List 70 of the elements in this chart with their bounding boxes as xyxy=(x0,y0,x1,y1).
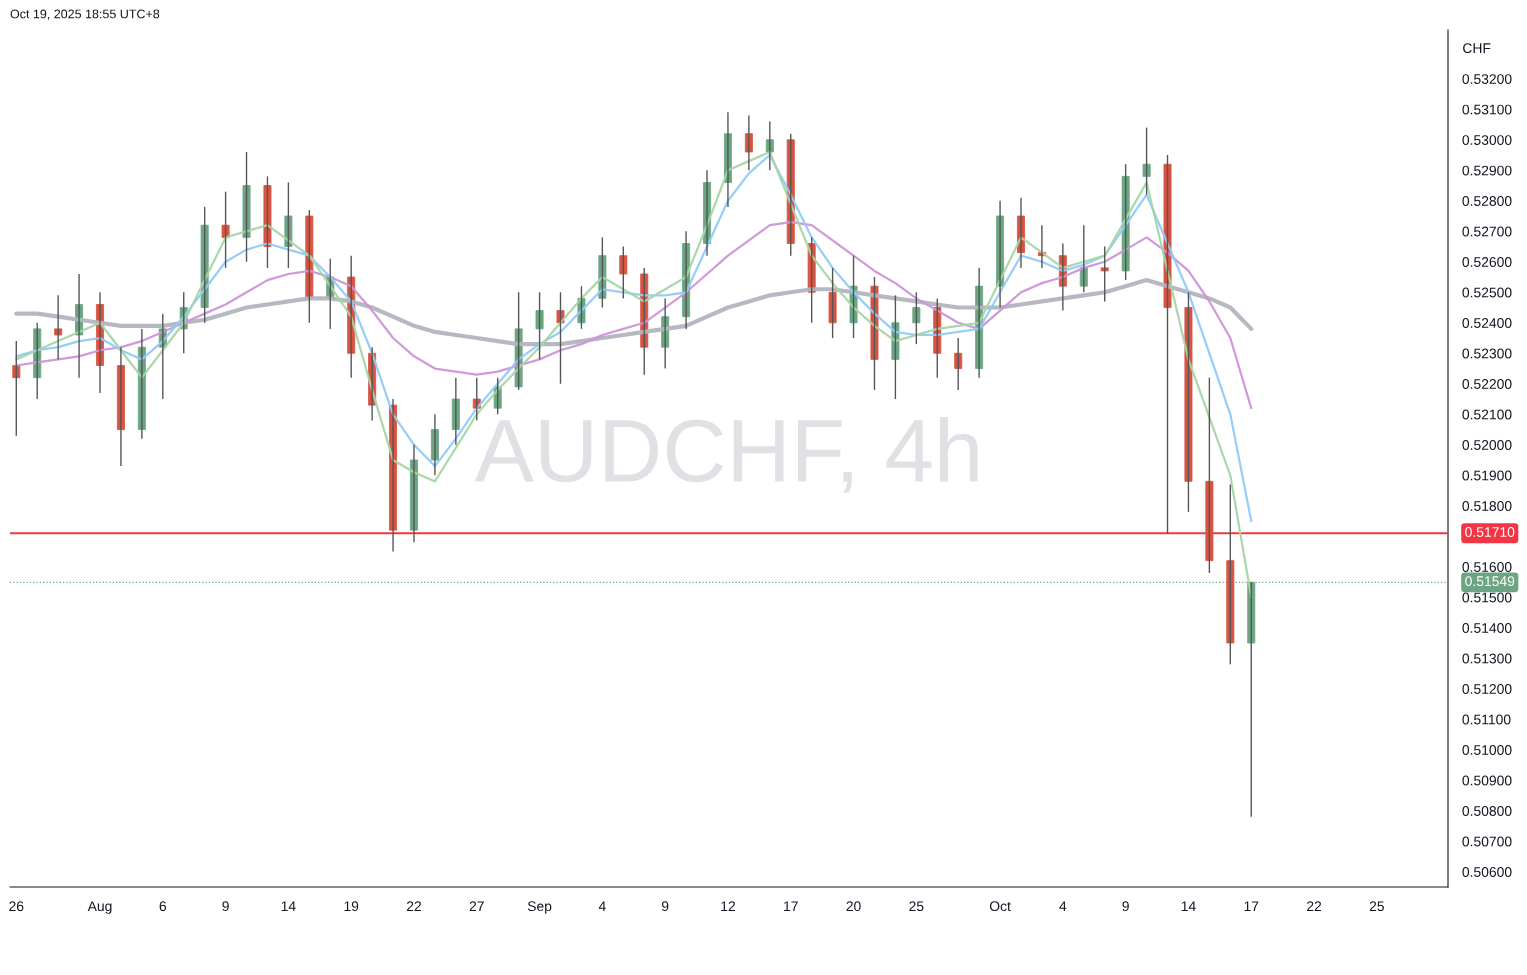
y-tick-label: 0.51600 xyxy=(1462,562,1512,572)
y-tick-label: 0.52900 xyxy=(1462,165,1512,176)
candlestick xyxy=(828,267,837,339)
y-tick-label: 0.51800 xyxy=(1462,501,1512,511)
candlestick xyxy=(1121,163,1130,281)
y-tick-label: 0.51200 xyxy=(1462,684,1512,694)
x-tick-label: Aug xyxy=(87,901,112,914)
candlestick xyxy=(1184,291,1193,513)
candlestick xyxy=(1226,483,1235,666)
line-series xyxy=(14,278,1254,347)
candlestick xyxy=(263,175,272,269)
y-tick-label: 0.52000 xyxy=(1462,440,1512,450)
line-series xyxy=(15,153,1253,523)
y-tick-label: 0.50700 xyxy=(1462,836,1512,847)
x-tick-label: 20 xyxy=(846,901,861,912)
candlestick xyxy=(1142,126,1151,196)
y-tick-label: 0.51400 xyxy=(1462,623,1512,633)
y-tick-label: 0.52100 xyxy=(1462,409,1512,420)
y-tick-label: 0.53100 xyxy=(1462,104,1512,115)
y-tick-label: 0.50900 xyxy=(1462,775,1512,786)
y-tick-label: 0.52800 xyxy=(1462,196,1512,206)
y-tick-label: 0.53200 xyxy=(1462,74,1512,84)
candlestick xyxy=(535,291,544,361)
y-tick-label: 0.52600 xyxy=(1462,257,1512,267)
y-tick-label: 0.53000 xyxy=(1462,135,1512,145)
x-tick-label: 25 xyxy=(1369,901,1384,912)
text: Oct 19, 2025 18:55 UTC+8 xyxy=(10,9,160,20)
y-tick-label: 0.50600 xyxy=(1462,867,1512,877)
candlestick xyxy=(1205,376,1214,574)
ref-line-label: 0.51549 xyxy=(1465,576,1515,587)
candlestick xyxy=(221,190,230,269)
candlestick xyxy=(284,181,293,269)
y-axis-title: CHF xyxy=(1463,43,1491,54)
y-tick-label: 0.52500 xyxy=(1462,287,1512,298)
x-tick-label: 19 xyxy=(344,901,359,912)
x-tick-label: Oct xyxy=(989,901,1011,912)
y-tick-label: 0.51000 xyxy=(1462,745,1512,755)
x-tick-label: 17 xyxy=(784,901,798,911)
x-tick-label: 14 xyxy=(1181,901,1196,911)
y-tick-label: 0.51900 xyxy=(1462,470,1512,481)
candlestick xyxy=(200,206,209,324)
y-tick-label: 0.52200 xyxy=(1462,379,1512,389)
x-tick-label: 27 xyxy=(469,901,484,911)
y-tick-label: 0.51500 xyxy=(1462,592,1512,603)
candlestick xyxy=(912,291,921,345)
y-tick-label: 0.50800 xyxy=(1462,806,1512,816)
candlestick xyxy=(619,245,628,300)
y-tick-label: 0.51300 xyxy=(1462,653,1512,664)
x-tick-label: 6 xyxy=(159,901,167,912)
x-tick-label: 26 xyxy=(9,901,24,912)
x-tick-label: 12 xyxy=(721,901,735,911)
candlestick xyxy=(1100,245,1109,303)
candlestick xyxy=(242,151,251,263)
x-tick-label: 9 xyxy=(661,901,669,912)
candlestick xyxy=(305,209,314,324)
ref-line-label: 0.51710 xyxy=(1465,527,1515,537)
x-tick-label: 22 xyxy=(1307,901,1322,911)
x-tick-label: 4 xyxy=(598,901,606,911)
x-tick-label: 22 xyxy=(406,901,422,911)
x-tick-label: 9 xyxy=(1122,901,1129,912)
x-tick-label: 25 xyxy=(909,901,924,912)
y-tick-label: 0.51100 xyxy=(1462,714,1511,725)
x-tick-label: 14 xyxy=(281,901,296,911)
x-tick-label: 4 xyxy=(1059,901,1067,911)
y-tick-label: 0.52300 xyxy=(1462,348,1512,359)
y-tick-label: 0.52400 xyxy=(1462,318,1512,328)
x-tick-label: 9 xyxy=(222,901,229,912)
y-tick-label: 0.52700 xyxy=(1462,226,1512,237)
x-tick-label: 17 xyxy=(1244,901,1259,911)
x-tick-label: Sep xyxy=(527,901,552,914)
